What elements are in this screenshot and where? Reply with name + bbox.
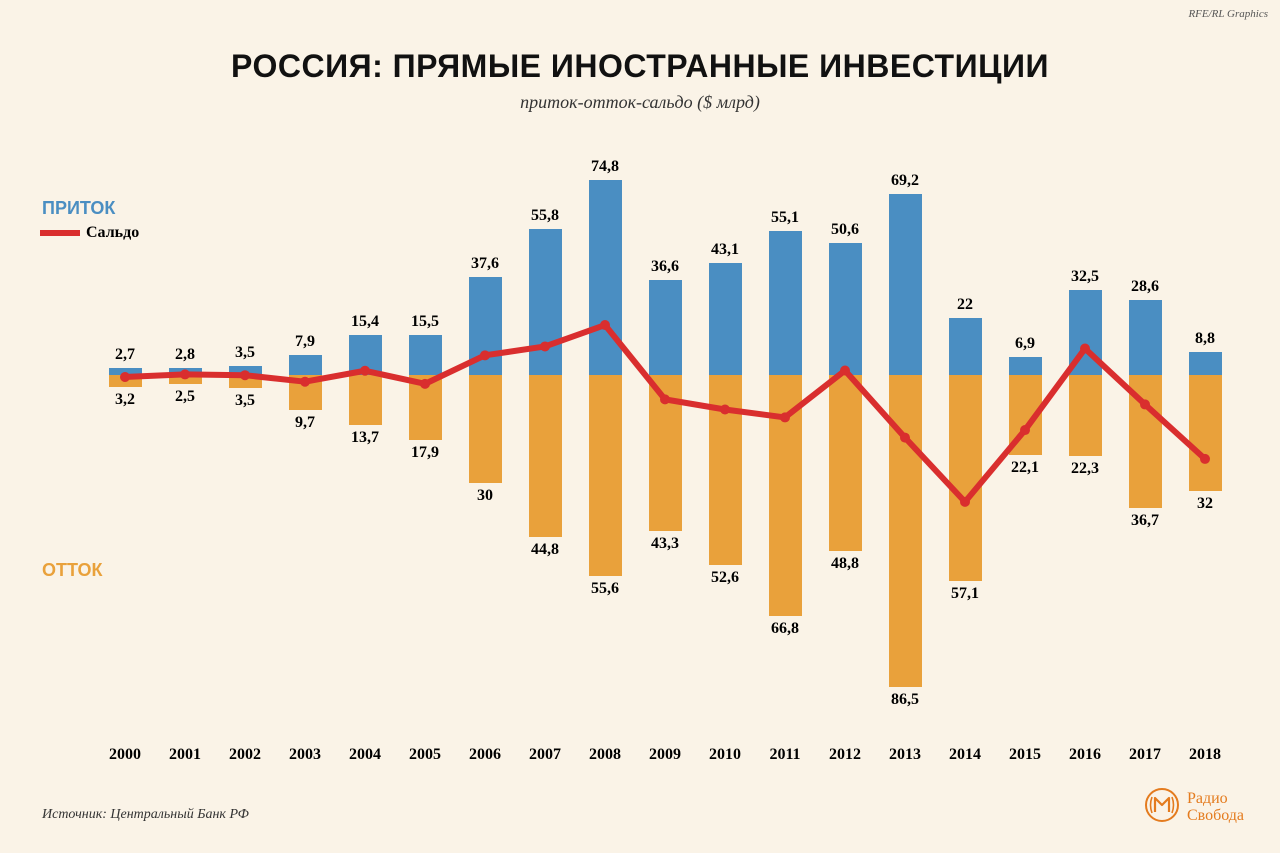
saldo-point xyxy=(120,372,130,382)
saldo-point xyxy=(960,497,970,507)
logo-line2: Свобода xyxy=(1187,807,1244,824)
logo: Радио Свобода xyxy=(1145,788,1244,827)
saldo-point xyxy=(900,433,910,443)
chart-subtitle: приток-отток-сальдо ($ млрд) xyxy=(0,92,1280,113)
legend-saldo-line xyxy=(40,230,80,236)
saldo-point xyxy=(540,341,550,351)
chart-title: РОССИЯ: ПРЯМЫЕ ИНОСТРАННЫЕ ИНВЕСТИЦИИ xyxy=(0,48,1280,85)
saldo-point xyxy=(480,350,490,360)
saldo-point xyxy=(240,370,250,380)
logo-icon xyxy=(1145,788,1179,827)
saldo-point xyxy=(600,320,610,330)
legend-outflow: ОТТОК xyxy=(42,560,103,581)
saldo-point xyxy=(360,366,370,376)
logo-line1: Радио xyxy=(1187,790,1228,807)
saldo-point xyxy=(720,404,730,414)
saldo-point xyxy=(300,377,310,387)
saldo-point xyxy=(1140,399,1150,409)
saldo-line xyxy=(125,325,1205,502)
saldo-point xyxy=(180,369,190,379)
credit-text: RFE/RL Graphics xyxy=(1188,8,1268,20)
saldo-point xyxy=(1020,425,1030,435)
saldo-point xyxy=(1080,344,1090,354)
source-text: Источник: Центральный Банк РФ xyxy=(42,807,249,823)
saldo-point xyxy=(840,365,850,375)
saldo-point xyxy=(420,379,430,389)
plot-area: 2,73,220002,82,520013,53,520027,99,72003… xyxy=(95,140,1235,700)
saldo-point xyxy=(1200,454,1210,464)
saldo-point xyxy=(660,394,670,404)
logo-text: Радио Свобода xyxy=(1187,791,1244,825)
chart-container: РОССИЯ: ПРЯМЫЕ ИНОСТРАННЫЕ ИНВЕСТИЦИИ пр… xyxy=(0,0,1280,853)
saldo-point xyxy=(780,412,790,422)
